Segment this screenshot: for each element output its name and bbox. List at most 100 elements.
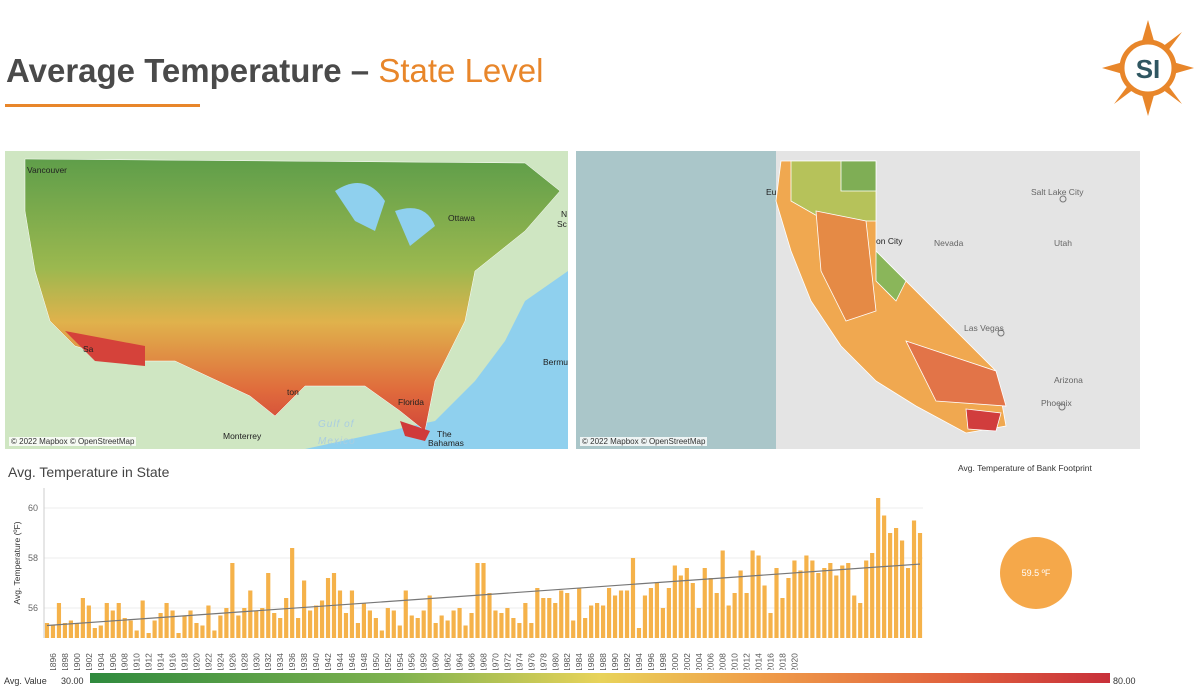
bar xyxy=(893,528,899,638)
bar xyxy=(319,600,325,638)
map-label: Monterrey xyxy=(223,431,262,441)
x-tick-label: 1946 xyxy=(347,653,357,670)
bar xyxy=(200,625,205,638)
bar xyxy=(224,608,229,638)
bar xyxy=(714,593,719,638)
bar xyxy=(612,595,618,638)
bar xyxy=(493,610,498,638)
x-tick-label: 1932 xyxy=(263,653,273,670)
bar xyxy=(451,610,456,638)
company-logo: SI xyxy=(1102,20,1194,116)
bar xyxy=(589,605,594,638)
x-tick-label: 2012 xyxy=(742,653,752,670)
bar xyxy=(152,620,157,638)
bar xyxy=(911,520,917,638)
bar xyxy=(523,603,528,638)
bar xyxy=(349,590,355,638)
x-tick-label: 1960 xyxy=(431,653,441,670)
bar xyxy=(696,608,701,638)
bar xyxy=(98,625,103,638)
bar xyxy=(230,563,235,638)
x-tick-label: 1952 xyxy=(383,653,393,670)
x-tick-label: 1980 xyxy=(550,653,560,670)
california-county-map[interactable]: Eu Salt Lake City on City Nevada Utah La… xyxy=(576,151,1140,449)
x-tick-label: 1992 xyxy=(622,653,632,670)
bar xyxy=(535,588,540,638)
bar xyxy=(272,613,277,638)
trend-line xyxy=(46,563,921,627)
bar xyxy=(469,613,474,638)
bar xyxy=(367,610,372,638)
bar xyxy=(481,563,486,638)
bar xyxy=(296,618,301,638)
bar xyxy=(487,593,492,638)
footprint-value-bubble[interactable]: 59.5 ºF xyxy=(1000,537,1072,609)
x-tick-label: 1898 xyxy=(60,653,70,670)
bar xyxy=(654,583,660,638)
bar xyxy=(774,568,779,638)
bar xyxy=(325,578,331,638)
x-tick-label: 1920 xyxy=(191,653,201,670)
bar xyxy=(600,605,606,638)
x-tick-label: 1990 xyxy=(610,653,620,670)
bar xyxy=(636,628,642,638)
map-label: Phoenix xyxy=(1041,398,1072,408)
x-tick-label: 1940 xyxy=(311,653,321,670)
bar xyxy=(182,615,187,638)
bar xyxy=(666,588,671,638)
bar xyxy=(355,623,361,638)
bar xyxy=(750,550,755,638)
page-title: Average Temperature – State Level xyxy=(6,52,543,90)
map-label: Nevada xyxy=(934,238,964,248)
x-tick-label: 1934 xyxy=(275,653,285,670)
map-label: Eu xyxy=(766,187,777,197)
y-tick-label: 56 xyxy=(28,603,38,613)
bar xyxy=(541,598,546,638)
x-tick-label: 1906 xyxy=(108,653,118,670)
bar xyxy=(624,590,630,638)
x-tick-label: 1902 xyxy=(84,653,94,670)
bar xyxy=(80,598,85,638)
bar xyxy=(56,603,62,638)
x-tick-label: 1996 xyxy=(646,653,656,670)
x-tick-label: 2020 xyxy=(789,653,799,670)
map-label: Gulf of xyxy=(318,419,355,430)
bar xyxy=(618,590,624,638)
bar xyxy=(864,560,869,638)
map-label: Sc xyxy=(557,219,567,229)
bar xyxy=(170,610,175,638)
x-tick-label: 1922 xyxy=(203,653,213,670)
bar xyxy=(917,533,923,638)
x-tick-label: 1964 xyxy=(455,653,465,670)
bar xyxy=(499,613,504,638)
x-tick-label: 1930 xyxy=(251,653,261,670)
bar xyxy=(672,565,677,638)
map-credit: © 2022 Mapbox © OpenStreetMap xyxy=(580,437,708,446)
bar xyxy=(565,593,570,638)
bar xyxy=(828,563,833,638)
us-county-map[interactable]: Vancouver Ottawa Sa ton Monterrey Gulf o… xyxy=(5,151,568,449)
bar xyxy=(738,570,743,638)
bar xyxy=(379,630,384,638)
bar xyxy=(804,555,809,638)
us-map-graphic xyxy=(5,151,568,449)
bar xyxy=(905,568,911,638)
bar xyxy=(463,625,468,638)
page-title-main: Average Temperature – xyxy=(6,52,370,89)
bar xyxy=(888,533,893,638)
bar xyxy=(762,585,767,638)
bar xyxy=(756,555,761,638)
bar xyxy=(50,625,56,638)
x-tick-label: 1918 xyxy=(180,653,190,670)
bar xyxy=(361,603,367,638)
bar xyxy=(702,568,707,638)
bar xyxy=(44,623,50,638)
map-label: Mexico xyxy=(318,436,356,447)
map-label: The xyxy=(437,429,452,439)
x-tick-label: 1908 xyxy=(120,653,130,670)
bar xyxy=(834,575,839,638)
map-label: Arizona xyxy=(1054,375,1083,385)
bar xyxy=(505,608,510,638)
map-label: N xyxy=(561,209,568,219)
bar xyxy=(876,498,881,638)
